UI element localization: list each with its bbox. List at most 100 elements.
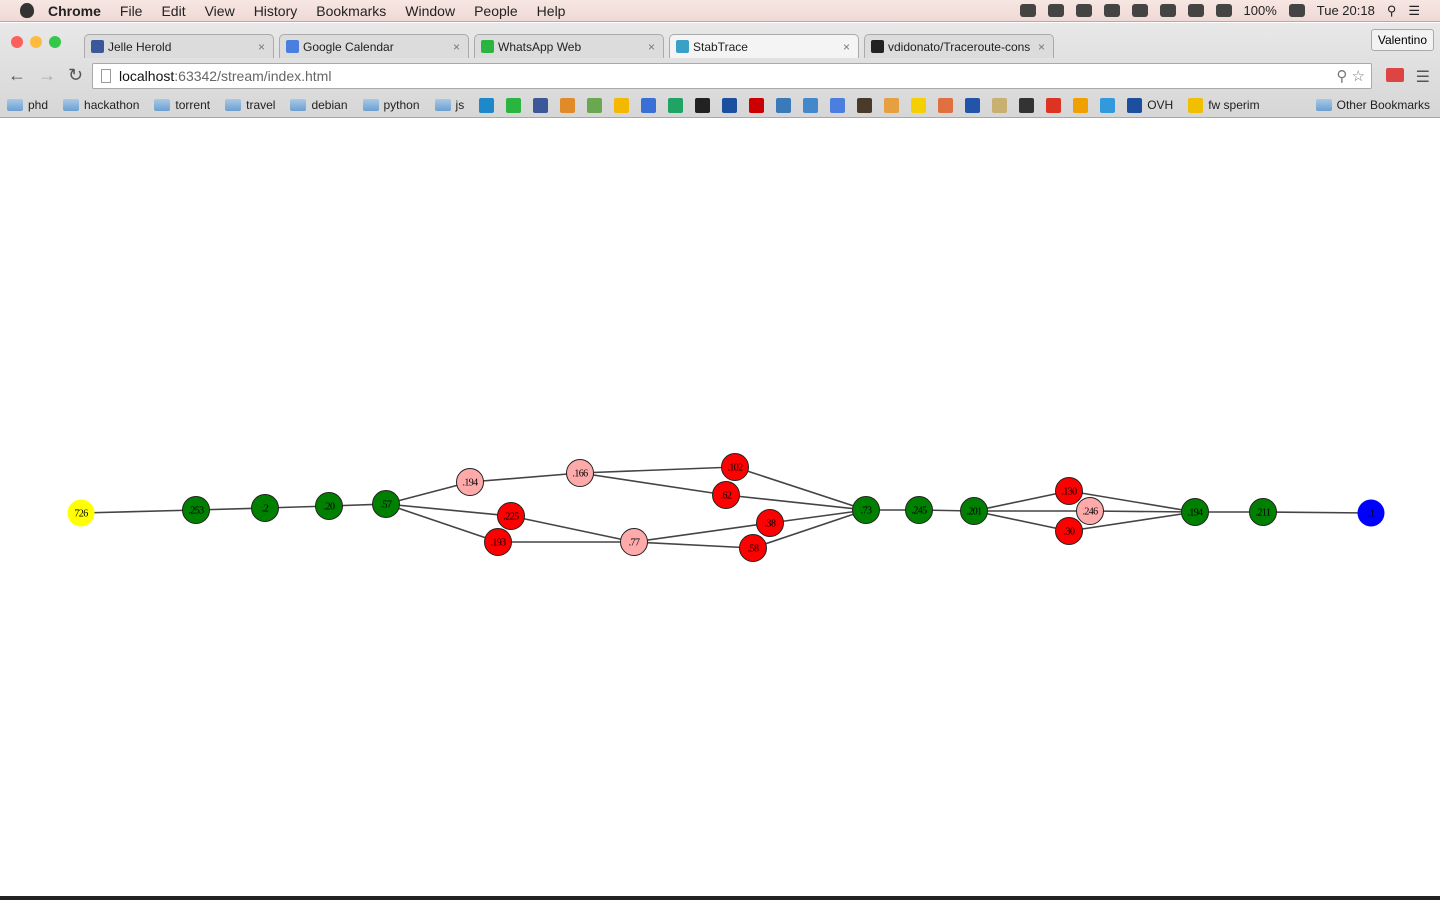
- bookmark-favicon-icon[interactable]: [533, 97, 549, 113]
- bookmark-folder[interactable]: travel: [225, 98, 275, 112]
- node-n253[interactable]: .253: [182, 496, 210, 524]
- bookmark-favicon-icon[interactable]: [1019, 97, 1035, 113]
- bookmark-favicon-icon[interactable]: [857, 97, 873, 113]
- bookmark-folder[interactable]: phd: [7, 98, 48, 112]
- menu-file[interactable]: File: [119, 2, 143, 19]
- node-circle[interactable]: [67, 499, 95, 527]
- menu-view[interactable]: View: [204, 2, 235, 19]
- search-icon[interactable]: ⚲: [1336, 68, 1348, 85]
- node-n166[interactable]: .166: [566, 459, 594, 487]
- address-bar[interactable]: localhost:63342/stream/index.html ⚲ ☆: [92, 63, 1372, 89]
- apple-icon[interactable]: [20, 3, 34, 18]
- minimize-window-button[interactable]: [30, 36, 42, 48]
- node-circle[interactable]: [484, 528, 512, 556]
- spotlight-icon[interactable]: ⚲: [1386, 2, 1397, 18]
- battery-icon[interactable]: [1288, 4, 1305, 17]
- tab-4[interactable]: vdidonato/Traceroute-cons ×: [864, 34, 1054, 58]
- chrome-menu-icon[interactable]: ☰: [1415, 69, 1430, 86]
- node-circle[interactable]: [182, 496, 210, 524]
- node-n20[interactable]: .20: [315, 492, 343, 520]
- node-circle[interactable]: [497, 502, 525, 530]
- status-icon-timer[interactable]: [1019, 4, 1036, 17]
- bookmark-link[interactable]: fw sperim: [1188, 97, 1260, 113]
- node-n2[interactable]: .2: [251, 494, 279, 522]
- node-n73[interactable]: .73: [852, 496, 880, 524]
- node-n130[interactable]: .130: [1055, 477, 1083, 505]
- bookmark-favicon-icon[interactable]: [695, 97, 711, 113]
- node-circle[interactable]: [1181, 498, 1209, 526]
- tab-1[interactable]: Google Calendar ×: [279, 34, 469, 58]
- node-n245[interactable]: .245: [905, 496, 933, 524]
- node-circle[interactable]: [960, 497, 988, 525]
- node-circle[interactable]: [756, 509, 784, 537]
- close-tab-icon[interactable]: ×: [1037, 39, 1045, 54]
- bookmark-favicon-icon[interactable]: [587, 97, 603, 113]
- menu-edit[interactable]: Edit: [161, 2, 186, 19]
- bluetooth-icon[interactable]: [1187, 4, 1204, 17]
- close-window-button[interactable]: [11, 36, 23, 48]
- profile-button[interactable]: Valentino: [1370, 29, 1434, 51]
- bookmark-favicon-icon[interactable]: [668, 97, 684, 113]
- node-n193[interactable]: .193: [484, 528, 512, 556]
- bookmark-favicon-icon[interactable]: [992, 97, 1008, 113]
- display-icon[interactable]: [1131, 4, 1148, 17]
- node-circle[interactable]: [372, 490, 400, 518]
- node-n225[interactable]: .225: [497, 502, 525, 530]
- node-n57[interactable]: .57: [372, 490, 400, 518]
- close-tab-icon[interactable]: ×: [257, 39, 265, 54]
- zoom-window-button[interactable]: [49, 36, 61, 48]
- node-n246[interactable]: .246: [1076, 497, 1104, 525]
- bookmark-favicon-icon[interactable]: [479, 97, 495, 113]
- node-n194b[interactable]: .194: [1181, 498, 1209, 526]
- node-circle[interactable]: [620, 528, 648, 556]
- node-circle[interactable]: [852, 496, 880, 524]
- gmail-extension-icon[interactable]: [1386, 68, 1404, 82]
- node-n211[interactable]: .211: [1249, 498, 1277, 526]
- bookmark-favicon-icon[interactable]: [722, 97, 738, 113]
- bookmark-favicon-icon[interactable]: [506, 97, 522, 113]
- bookmark-folder[interactable]: torrent: [154, 98, 210, 112]
- back-button[interactable]: ←: [8, 65, 26, 85]
- wifi-icon[interactable]: [1215, 4, 1232, 17]
- bookmark-favicon-icon[interactable]: [803, 97, 819, 113]
- forward-button[interactable]: →: [38, 65, 56, 85]
- node-n58[interactable]: .58: [739, 534, 767, 562]
- bookmark-star-icon[interactable]: ☆: [1351, 68, 1365, 85]
- bookmark-link[interactable]: OVH: [1127, 97, 1173, 113]
- bookmark-favicon-icon[interactable]: [776, 97, 792, 113]
- bookmark-folder[interactable]: python: [362, 98, 420, 112]
- node-n201[interactable]: .201: [960, 497, 988, 525]
- notification-icon[interactable]: [1047, 4, 1064, 17]
- close-tab-icon[interactable]: ×: [647, 39, 655, 54]
- reload-button[interactable]: ↻: [68, 65, 84, 85]
- tab-2[interactable]: WhatsApp Web ×: [474, 34, 664, 58]
- close-tab-icon[interactable]: ×: [842, 39, 850, 54]
- bookmark-favicon-icon[interactable]: [1100, 97, 1116, 113]
- node-n194a[interactable]: .194: [456, 468, 484, 496]
- node-n726[interactable]: 726: [67, 499, 95, 527]
- menu-bookmarks[interactable]: Bookmarks: [316, 2, 387, 19]
- bookmark-favicon-icon[interactable]: [641, 97, 657, 113]
- node-circle[interactable]: [1249, 498, 1277, 526]
- bookmark-favicon-icon[interactable]: [884, 97, 900, 113]
- tab-0[interactable]: Jelle Herold ×: [84, 34, 274, 58]
- node-n38[interactable]: .38: [756, 509, 784, 537]
- evernote-icon[interactable]: [1103, 4, 1120, 17]
- node-circle[interactable]: [315, 492, 343, 520]
- bookmark-favicon-icon[interactable]: [830, 97, 846, 113]
- node-circle[interactable]: [712, 481, 740, 509]
- list-icon[interactable]: ☰: [1408, 2, 1420, 18]
- other-bookmarks[interactable]: Other Bookmarks: [1315, 98, 1430, 112]
- bookmark-favicon-icon[interactable]: [749, 97, 765, 113]
- bookmark-folder[interactable]: js: [434, 98, 464, 112]
- node-n102[interactable]: .102: [721, 453, 749, 481]
- bookmark-favicon-icon[interactable]: [560, 97, 576, 113]
- bookmark-favicon-icon[interactable]: [614, 97, 630, 113]
- bookmark-favicon-icon[interactable]: [1046, 97, 1062, 113]
- node-circle[interactable]: [739, 534, 767, 562]
- dropbox-icon[interactable]: [1075, 4, 1092, 17]
- node-n30[interactable]: .30: [1055, 517, 1083, 545]
- menu-people[interactable]: People: [474, 2, 518, 19]
- node-n62[interactable]: .62: [712, 481, 740, 509]
- menu-history[interactable]: History: [253, 2, 298, 19]
